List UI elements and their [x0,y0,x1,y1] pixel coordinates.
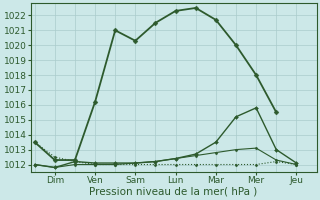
X-axis label: Pression niveau de la mer( hPa ): Pression niveau de la mer( hPa ) [90,187,258,197]
